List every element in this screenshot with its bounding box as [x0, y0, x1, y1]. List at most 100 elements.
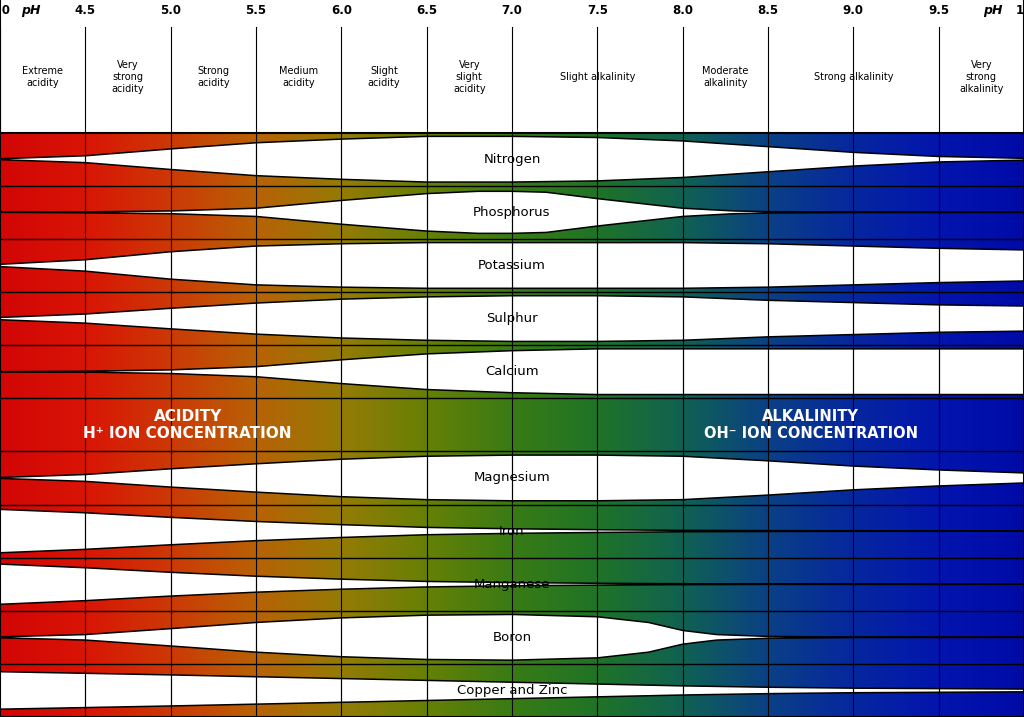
- Bar: [473, 133, 475, 717]
- Bar: [978, 133, 979, 717]
- Polygon shape: [0, 672, 1024, 709]
- Bar: [269, 133, 270, 717]
- Bar: [903, 133, 905, 717]
- Bar: [0, 133, 1, 717]
- Bar: [493, 133, 494, 717]
- Bar: [45, 133, 46, 717]
- Bar: [262, 133, 264, 717]
- Bar: [710, 133, 711, 717]
- Bar: [972, 133, 973, 717]
- Bar: [271, 133, 272, 717]
- Bar: [728, 133, 729, 717]
- Bar: [772, 133, 773, 717]
- Bar: [317, 133, 318, 717]
- Bar: [627, 133, 629, 717]
- Text: Very
strong
alkalinity: Very strong alkalinity: [959, 60, 1004, 93]
- Bar: [357, 133, 358, 717]
- Bar: [895, 133, 896, 717]
- Text: 7.5: 7.5: [587, 4, 608, 17]
- Bar: [748, 133, 749, 717]
- Bar: [726, 133, 727, 717]
- Bar: [989, 133, 991, 717]
- Bar: [47, 133, 49, 717]
- Bar: [147, 133, 148, 717]
- Bar: [819, 133, 820, 717]
- Bar: [432, 133, 434, 717]
- Bar: [180, 133, 181, 717]
- Bar: [102, 133, 103, 717]
- Bar: [281, 133, 282, 717]
- Bar: [621, 133, 622, 717]
- Bar: [322, 133, 323, 717]
- Bar: [712, 133, 713, 717]
- Bar: [240, 133, 241, 717]
- Bar: [222, 133, 224, 717]
- Bar: [547, 133, 548, 717]
- Bar: [118, 133, 119, 717]
- Bar: [645, 133, 646, 717]
- Bar: [456, 133, 457, 717]
- Bar: [112, 133, 113, 717]
- Bar: [896, 133, 897, 717]
- Bar: [360, 133, 362, 717]
- Bar: [707, 133, 708, 717]
- Bar: [60, 133, 61, 717]
- Bar: [693, 133, 695, 717]
- Bar: [225, 133, 226, 717]
- Bar: [609, 133, 610, 717]
- Bar: [594, 133, 595, 717]
- Bar: [565, 133, 567, 717]
- Bar: [657, 133, 659, 717]
- Bar: [969, 133, 970, 717]
- Bar: [406, 133, 407, 717]
- Bar: [889, 133, 890, 717]
- Bar: [646, 133, 648, 717]
- Bar: [973, 133, 974, 717]
- Bar: [557, 133, 558, 717]
- Bar: [820, 133, 821, 717]
- Bar: [330, 133, 332, 717]
- Bar: [411, 133, 412, 717]
- Bar: [749, 133, 750, 717]
- Bar: [524, 133, 526, 717]
- Bar: [41, 133, 42, 717]
- Bar: [531, 133, 532, 717]
- Bar: [447, 133, 450, 717]
- Bar: [558, 133, 559, 717]
- Bar: [371, 133, 373, 717]
- Bar: [30, 133, 31, 717]
- Bar: [782, 133, 783, 717]
- Bar: [457, 133, 458, 717]
- Bar: [337, 133, 338, 717]
- Bar: [579, 133, 580, 717]
- Bar: [377, 133, 378, 717]
- Bar: [154, 133, 155, 717]
- Bar: [698, 133, 700, 717]
- Bar: [26, 133, 27, 717]
- Bar: [1002, 133, 1004, 717]
- Bar: [829, 133, 830, 717]
- Bar: [713, 133, 714, 717]
- Bar: [265, 133, 266, 717]
- Bar: [1023, 133, 1024, 717]
- Bar: [165, 133, 166, 717]
- Bar: [409, 133, 410, 717]
- Bar: [348, 133, 349, 717]
- Bar: [993, 133, 994, 717]
- Bar: [849, 133, 850, 717]
- Bar: [311, 133, 312, 717]
- Bar: [257, 133, 258, 717]
- Bar: [958, 133, 961, 717]
- Bar: [270, 133, 271, 717]
- Bar: [760, 133, 762, 717]
- Bar: [124, 133, 126, 717]
- Bar: [692, 133, 693, 717]
- Bar: [465, 133, 466, 717]
- Bar: [602, 133, 603, 717]
- Bar: [260, 133, 261, 717]
- Bar: [778, 133, 779, 717]
- Bar: [188, 133, 189, 717]
- Bar: [497, 133, 498, 717]
- Bar: [61, 133, 62, 717]
- Bar: [807, 133, 808, 717]
